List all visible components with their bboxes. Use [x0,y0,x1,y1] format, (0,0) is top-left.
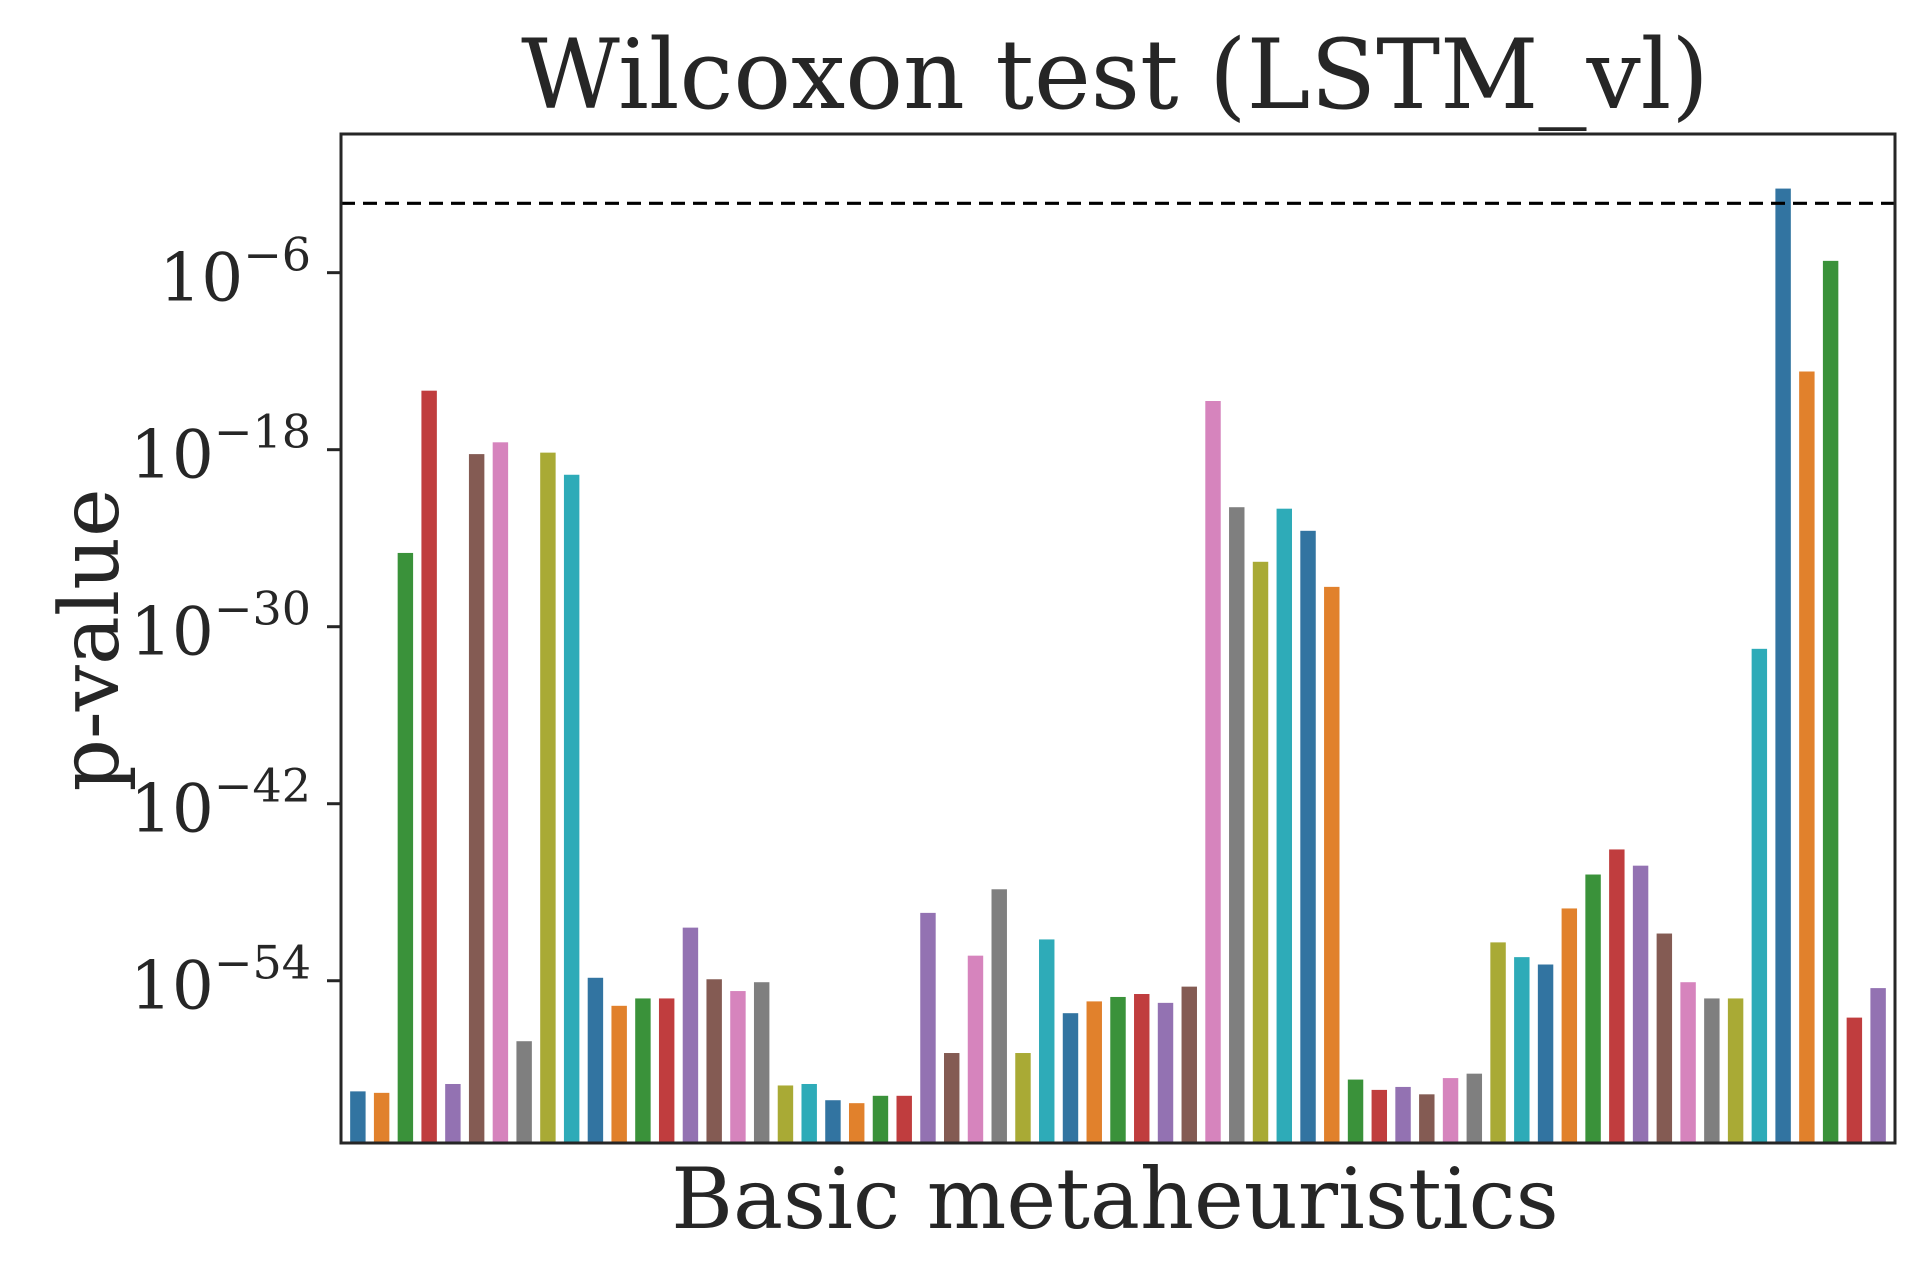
bar [1086,1001,1102,1143]
y-tick-label: 10−30 [130,582,311,671]
bar [1775,188,1791,1143]
bar [445,1083,461,1143]
y-tick-label: 10−6 [159,228,311,317]
bar [872,1095,889,1143]
bar [1276,508,1292,1143]
bar [1157,1002,1174,1143]
bar [825,1100,841,1143]
bar [1632,865,1649,1143]
bar [1110,996,1126,1143]
y-tick-label: 10−42 [130,759,311,848]
plot-frame [339,132,1897,1145]
y-tick-label: 10−54 [130,936,311,1025]
bar [635,998,651,1143]
bar [753,982,770,1143]
bar [1442,1078,1459,1143]
bar [350,1091,366,1143]
bar [1609,849,1625,1143]
bars-group [350,188,1886,1144]
bar [1062,1013,1079,1143]
bar [1466,1073,1483,1143]
bar [1561,908,1578,1143]
chart-title: Wilcoxon test (LSTM_vl) [521,19,1709,131]
bar [1537,964,1554,1143]
bar [1371,1089,1388,1143]
bar [1846,1017,1863,1143]
bar [944,1053,960,1143]
bar [1514,957,1530,1143]
bar [373,1092,390,1143]
bar [848,1103,865,1143]
x-axis-label: Basic metaheuristics [671,1150,1559,1248]
y-axis-ticks: 10−6 10−18 10−30 10−42 10−54 [130,228,341,1025]
bar [991,889,1007,1143]
bar [1347,1079,1364,1143]
bar [1134,994,1150,1143]
bar [730,991,746,1143]
bar [801,1083,817,1143]
bar [492,442,509,1143]
bar [682,927,699,1143]
bar [658,998,675,1143]
bar [563,474,580,1143]
bar [1039,939,1055,1143]
y-tick-label: 10−18 [130,405,311,494]
bar [1727,998,1744,1143]
bar [1300,530,1316,1143]
bar [611,1005,627,1143]
bar [777,1085,794,1143]
bar [1419,1094,1435,1143]
bar [1205,401,1221,1143]
bar [421,390,437,1143]
bar [1751,648,1768,1143]
bar [1680,982,1696,1143]
bar [540,452,556,1143]
bar [1656,933,1673,1143]
bar [1015,1053,1031,1143]
bar [706,979,722,1143]
bar [397,552,414,1143]
bar [920,912,936,1143]
bar [1181,986,1197,1143]
bar [1324,586,1340,1143]
bar [516,1041,532,1143]
bar [896,1095,912,1143]
bar [468,454,485,1143]
bar [1490,942,1506,1143]
y-axis-label: p-value [43,489,138,792]
bar [1822,260,1839,1143]
bar [1704,998,1720,1143]
bar [967,955,984,1143]
bar [1870,988,1886,1143]
bar [1252,561,1269,1143]
bar [1585,874,1601,1143]
bar [1395,1086,1411,1143]
bar [1229,507,1245,1144]
bar [587,977,604,1143]
bar [1799,371,1815,1143]
